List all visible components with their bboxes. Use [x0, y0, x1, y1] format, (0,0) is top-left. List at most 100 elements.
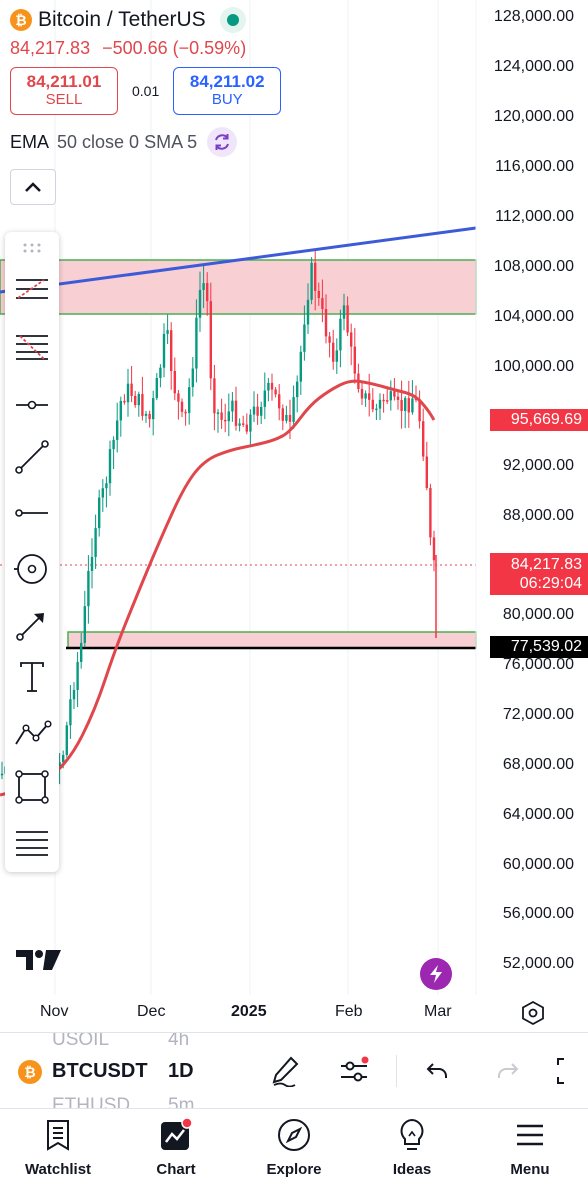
- pitchfork-icon[interactable]: [5, 266, 59, 312]
- candle-body: [249, 414, 252, 432]
- price-axis-label: 60,000.00: [502, 856, 574, 873]
- market-status-icon[interactable]: [219, 7, 246, 33]
- sell-button[interactable]: 84,211.01 SELL: [10, 67, 118, 115]
- candle-body: [317, 290, 320, 299]
- candle-body: [137, 393, 140, 406]
- nav-watchlist[interactable]: Watchlist: [8, 1117, 108, 1178]
- chart-settings-icon[interactable]: [520, 1000, 546, 1031]
- candle-body: [339, 318, 342, 351]
- candle-body: [105, 483, 108, 489]
- candle-body: [83, 606, 86, 643]
- candle-body: [296, 381, 299, 398]
- symbol-name[interactable]: Bitcoin / TetherUS: [38, 8, 206, 31]
- last-price: 84,217.83: [10, 38, 91, 58]
- fullscreen-icon[interactable]: [552, 1053, 588, 1089]
- price-axis-label: 68,000.00: [502, 756, 574, 773]
- candle-body: [422, 421, 425, 457]
- candle-body: [242, 423, 245, 425]
- prev-interval[interactable]: 4h: [168, 1032, 190, 1050]
- candle-body: [184, 411, 187, 414]
- candle-body: [173, 371, 176, 394]
- candle-body: [389, 391, 392, 401]
- text-icon[interactable]: [5, 654, 59, 700]
- fib-retracement-icon[interactable]: [5, 324, 59, 370]
- candle-body: [260, 406, 263, 416]
- drag-handle-icon[interactable]: [5, 232, 59, 264]
- candle-body: [321, 298, 324, 310]
- candle-body: [371, 399, 374, 410]
- drawing-toolbar: [5, 232, 59, 872]
- candle-body: [69, 699, 72, 726]
- indicators-icon[interactable]: [334, 1053, 374, 1089]
- candle-body: [382, 399, 385, 402]
- redo-icon[interactable]: [488, 1053, 528, 1089]
- pencil-icon[interactable]: [266, 1053, 306, 1089]
- buy-button[interactable]: 84,211.02 BUY: [173, 67, 282, 115]
- candle-body: [252, 406, 256, 415]
- price-chart[interactable]: [0, 0, 588, 1030]
- prev-symbol[interactable]: USOIL: [52, 1032, 110, 1050]
- interval-button[interactable]: 1D: [168, 1060, 194, 1082]
- nav-chart[interactable]: Chart: [126, 1117, 226, 1178]
- toolbar-separator: [396, 1055, 397, 1087]
- candle-body: [108, 449, 112, 484]
- candle-body: [274, 389, 277, 395]
- circle-icon[interactable]: [5, 546, 59, 592]
- candle-body: [407, 398, 410, 413]
- time-axis-label: 2025: [231, 1003, 267, 1020]
- candle-body: [144, 413, 148, 416]
- price-axis-label: 124,000.00: [493, 58, 574, 75]
- flash-icon[interactable]: [420, 958, 452, 990]
- lines-icon[interactable]: [5, 820, 59, 866]
- candle-body: [404, 398, 407, 411]
- candle-body: [191, 368, 194, 388]
- nav-ideas[interactable]: Ideas: [362, 1117, 462, 1178]
- candle-body: [411, 398, 414, 413]
- candle-body: [270, 382, 274, 390]
- compass-icon: [276, 1117, 312, 1153]
- support-zone[interactable]: [67, 631, 477, 649]
- time-axis-label: Nov: [40, 1003, 69, 1020]
- time-axis-label: Feb: [335, 1003, 363, 1020]
- price-axis-label: 52,000.00: [502, 955, 574, 972]
- next-interval[interactable]: 5m: [168, 1095, 195, 1108]
- bitcoin-icon: ₿: [10, 9, 32, 31]
- path-icon[interactable]: [5, 710, 59, 756]
- candle-body: [220, 412, 223, 420]
- candle-body: [101, 488, 104, 498]
- candle-body: [126, 383, 130, 403]
- candle-body: [213, 378, 216, 414]
- arrow-icon[interactable]: [5, 602, 59, 648]
- candle-body: [72, 690, 76, 700]
- candle-body: [98, 497, 101, 529]
- candle-body: [375, 408, 378, 411]
- candle-body: [141, 393, 144, 416]
- collapse-button[interactable]: [10, 169, 56, 205]
- trend-line[interactable]: [0, 226, 477, 294]
- watchlist-icon: [40, 1117, 76, 1153]
- candle-body: [206, 283, 209, 302]
- resistance-zone[interactable]: [0, 259, 477, 315]
- trend-line-icon[interactable]: [5, 434, 59, 480]
- price-axis-label: 72,000.00: [502, 706, 574, 723]
- price-axis-label: 64,000.00: [502, 806, 574, 823]
- nav-menu[interactable]: Menu: [480, 1117, 580, 1178]
- candle-body: [314, 262, 317, 291]
- candle-body: [396, 396, 400, 400]
- refresh-icon[interactable]: [207, 127, 238, 157]
- horizontal-ray-icon[interactable]: [5, 382, 59, 428]
- horizontal-line-icon[interactable]: [5, 490, 59, 536]
- rectangle-icon[interactable]: [5, 764, 59, 810]
- price-axis-label: 128,000.00: [493, 8, 574, 25]
- candle-body: [335, 350, 338, 362]
- sell-label: SELL: [45, 91, 83, 109]
- nav-explore[interactable]: Explore: [244, 1117, 344, 1178]
- horizontal-line-price-tag: 77,539.02: [490, 636, 588, 658]
- symbol-search-button[interactable]: BTCUSDT: [52, 1060, 148, 1082]
- candle-body: [195, 317, 198, 369]
- indicator-legend[interactable]: EMA 50 close 0 SMA 5: [10, 127, 480, 157]
- next-symbol[interactable]: ETHUSD: [52, 1095, 131, 1108]
- candle-body: [162, 333, 166, 368]
- bottom-navigation: Watchlist Chart Explore Ideas Menu: [0, 1108, 588, 1200]
- undo-icon[interactable]: [417, 1053, 457, 1089]
